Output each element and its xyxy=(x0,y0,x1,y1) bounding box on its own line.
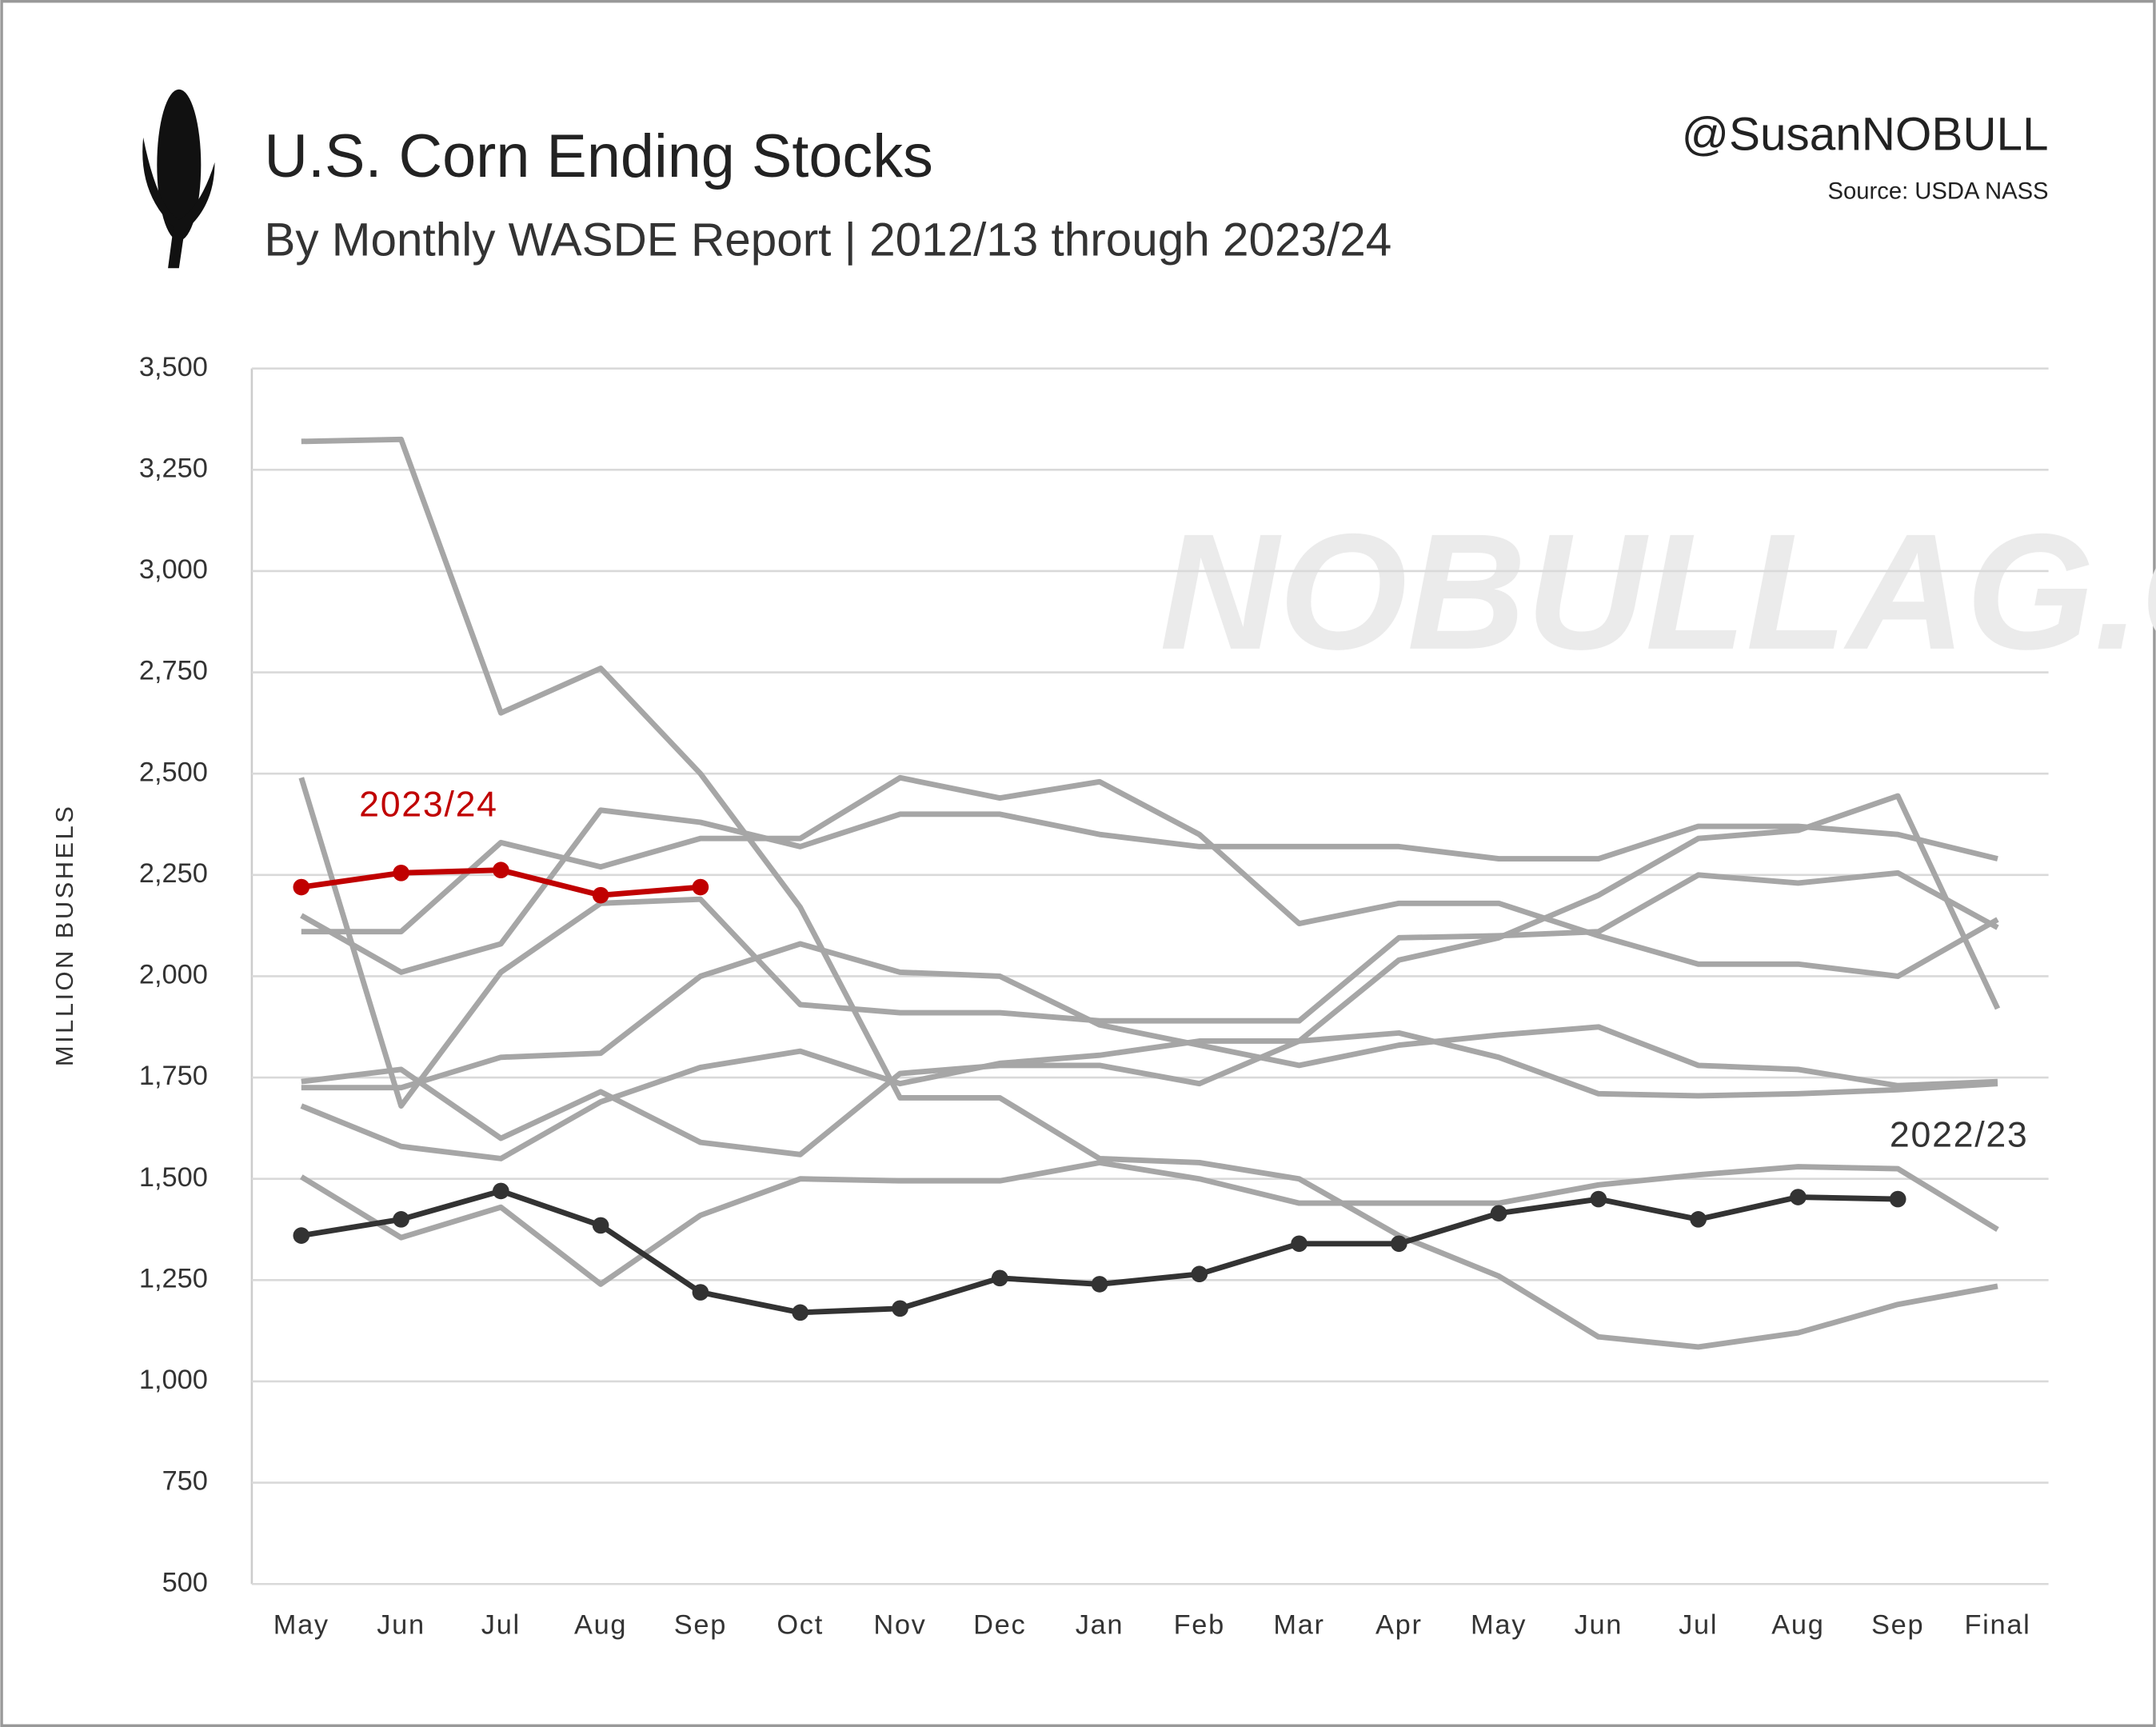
x-tick-label: Mar xyxy=(1273,1610,1324,1641)
x-tick-label: Nov xyxy=(873,1610,926,1641)
series-line xyxy=(301,774,1999,979)
y-tick-label: 1,250 xyxy=(139,1263,208,1293)
corn-icon xyxy=(142,89,215,269)
x-tick-label: Jul xyxy=(1679,1610,1718,1641)
watermark: NOBULLAG.COM xyxy=(1160,499,2156,684)
x-tick-label: Final xyxy=(1964,1610,2030,1641)
series-label: 2023/24 xyxy=(359,786,498,825)
series-line xyxy=(298,777,1999,1109)
series-line xyxy=(300,807,1998,975)
y-tick-label: 2,250 xyxy=(139,858,208,889)
y-tick-label: 2,000 xyxy=(139,960,208,990)
chart-subtitle: By Monthly WASDE Report | 2012/13 throug… xyxy=(264,214,1391,266)
y-tick-label: 2,750 xyxy=(139,656,208,686)
series-line xyxy=(300,793,2001,1161)
point xyxy=(1790,1189,1807,1205)
point xyxy=(293,878,310,896)
point xyxy=(592,1217,609,1234)
point xyxy=(493,1182,509,1200)
x-tick-label: Jun xyxy=(377,1610,425,1641)
point xyxy=(1191,1265,1208,1283)
point xyxy=(692,1284,709,1301)
point xyxy=(1889,1190,1906,1208)
x-tick-label: Oct xyxy=(777,1610,824,1641)
series-line xyxy=(301,436,1998,1350)
y-tick-label: 1,500 xyxy=(139,1162,208,1193)
x-tick-label: Jun xyxy=(1575,1610,1623,1641)
x-tick-label: Dec xyxy=(973,1610,1026,1641)
series-line xyxy=(300,1160,1999,1287)
point xyxy=(1291,1235,1308,1253)
point xyxy=(293,1227,310,1244)
point xyxy=(393,1211,409,1228)
point xyxy=(493,862,509,879)
point xyxy=(692,878,709,896)
point xyxy=(1490,1205,1507,1222)
y-tick-label: 1,000 xyxy=(139,1365,208,1395)
y-tick-label: 500 xyxy=(162,1567,208,1597)
y-tick-label: 2,500 xyxy=(139,757,208,787)
point xyxy=(792,1304,808,1321)
y-tick-label: 3,500 xyxy=(139,352,208,382)
point xyxy=(1391,1235,1407,1253)
series-line xyxy=(301,941,1998,1091)
point xyxy=(1690,1211,1707,1228)
x-tick-label: Aug xyxy=(574,1610,627,1641)
handle: @SusanNOBULL xyxy=(1682,108,2049,160)
point xyxy=(592,886,609,904)
point xyxy=(393,864,409,881)
chart-title: U.S. Corn Ending Stocks xyxy=(264,123,932,190)
source: Source: USDA NASS xyxy=(1828,178,2049,204)
y-tick-label: 750 xyxy=(162,1466,208,1497)
series-line xyxy=(301,1029,1998,1157)
series-label: 2022/23 xyxy=(1890,1115,2029,1154)
x-tick-label: Jan xyxy=(1076,1610,1124,1641)
x-tick-label: Aug xyxy=(1771,1610,1824,1641)
y-tick-label: 3,250 xyxy=(139,453,208,483)
x-tick-label: May xyxy=(1471,1610,1527,1641)
x-tick-label: Apr xyxy=(1375,1610,1423,1641)
x-tick-label: Feb xyxy=(1174,1610,1225,1641)
y-axis-label: MILLION BUSHELS xyxy=(50,804,78,1066)
x-tick-label: May xyxy=(273,1610,329,1641)
y-tick-label: 1,750 xyxy=(139,1061,208,1091)
x-tick-label: Sep xyxy=(1871,1610,1924,1641)
y-tick-label: 3,000 xyxy=(139,554,208,585)
point xyxy=(991,1269,1008,1287)
point xyxy=(1091,1276,1108,1293)
point xyxy=(1590,1190,1607,1208)
point xyxy=(892,1300,908,1317)
x-tick-label: Jul xyxy=(481,1610,521,1641)
x-tick-label: Sep xyxy=(674,1610,727,1641)
